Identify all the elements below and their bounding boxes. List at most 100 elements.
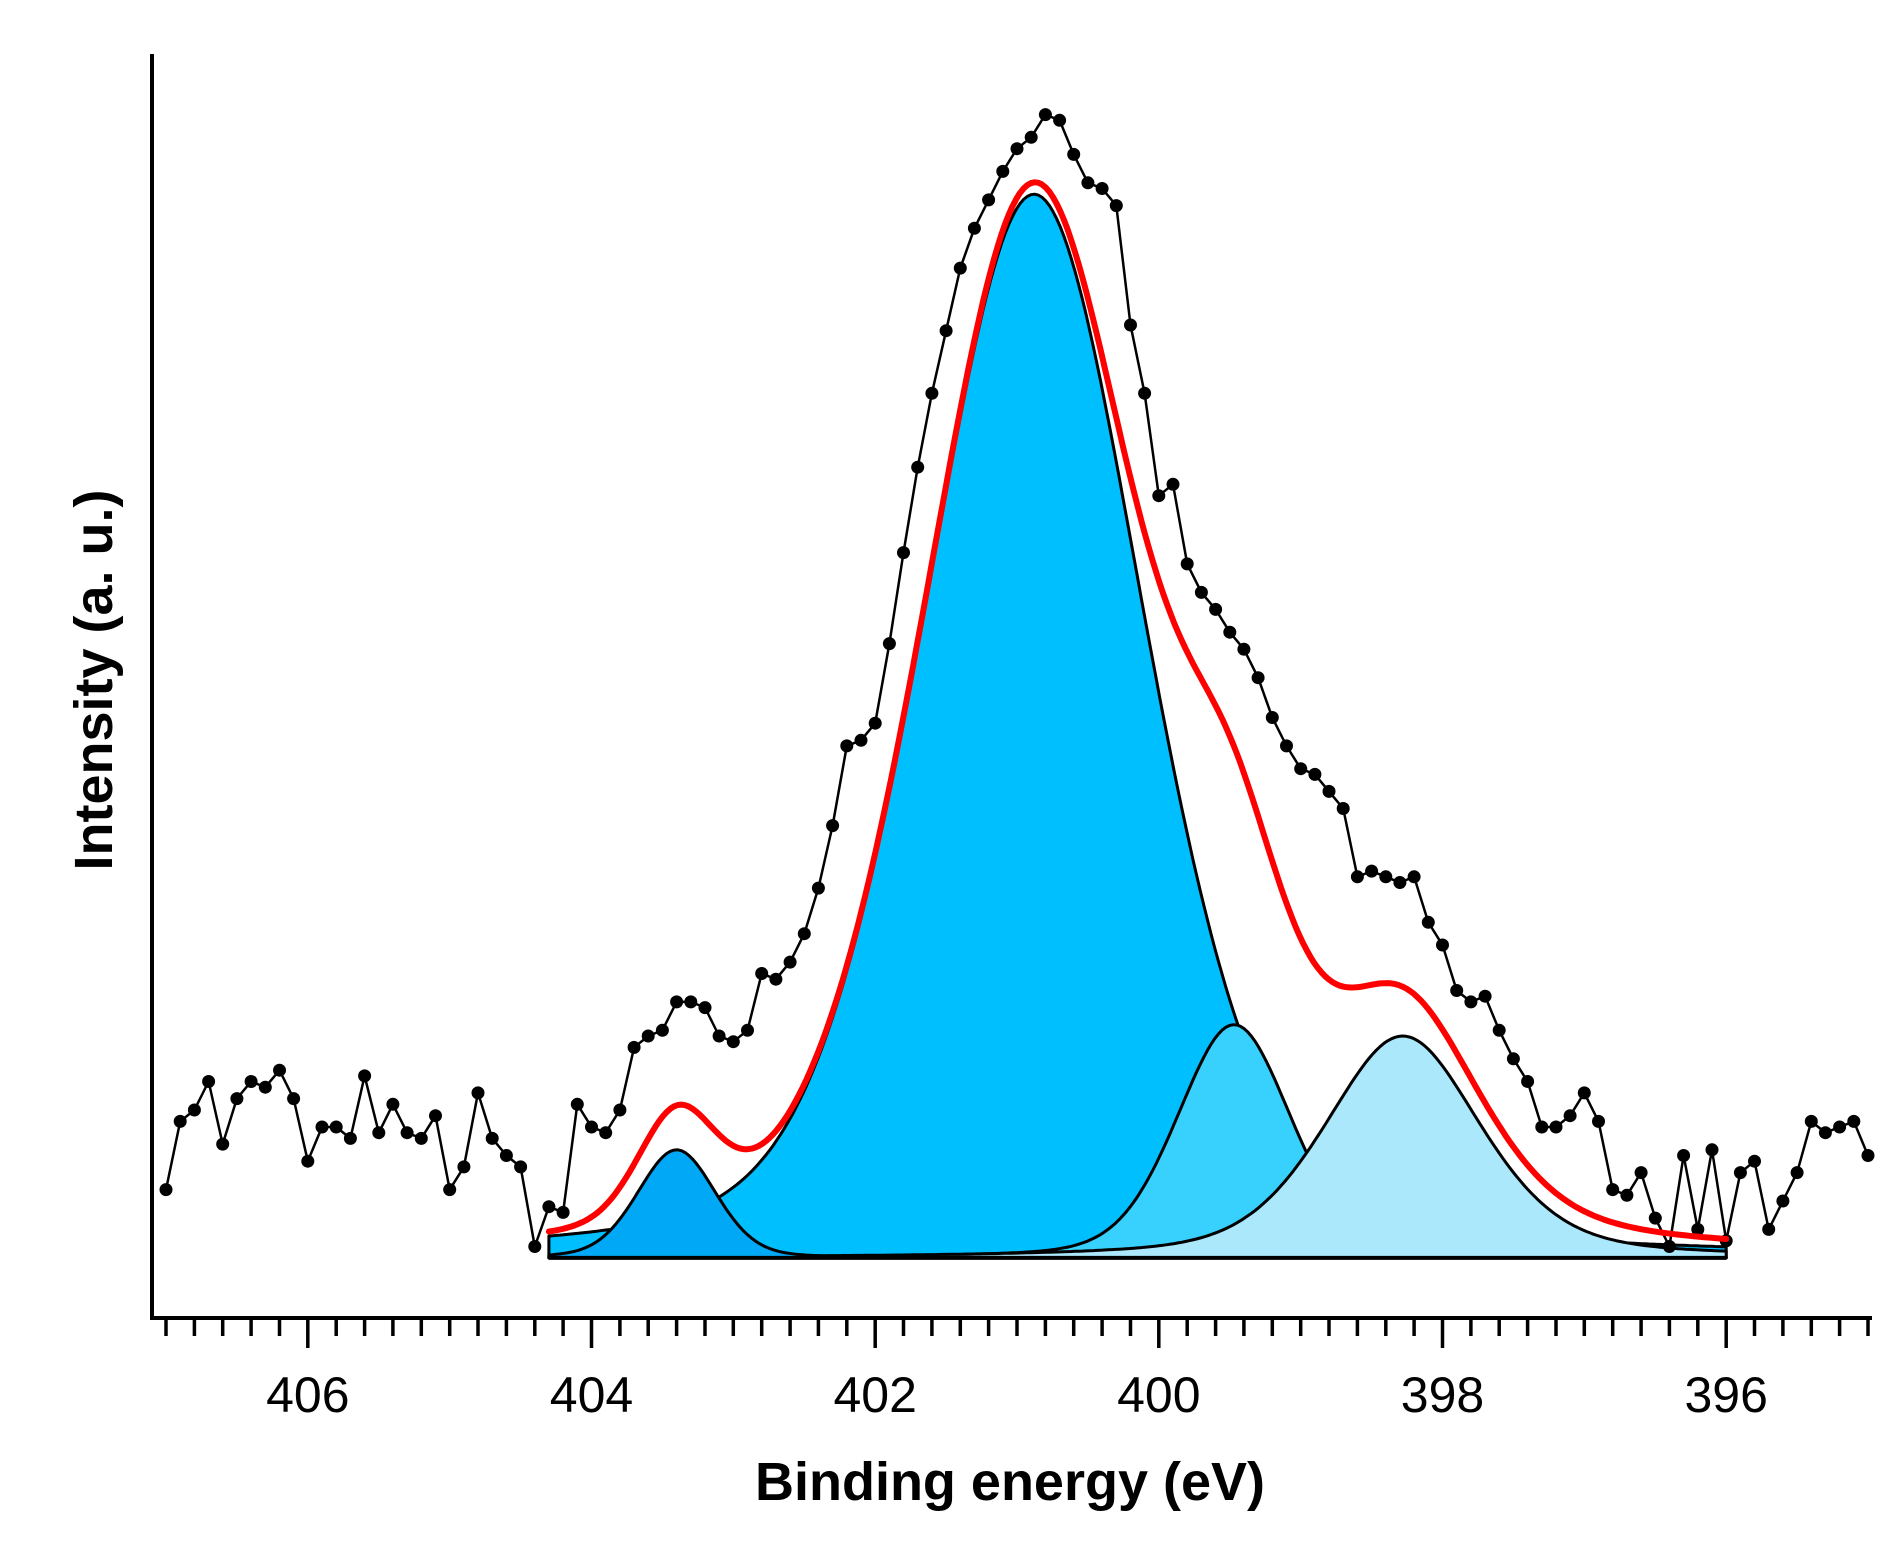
data-point [1733, 1166, 1747, 1180]
data-point [996, 164, 1010, 178]
data-point [854, 733, 868, 747]
data-point [244, 1075, 258, 1088]
data-point [499, 1149, 513, 1162]
data-point [1691, 1222, 1705, 1236]
data-point [301, 1154, 315, 1168]
data-point [216, 1137, 230, 1151]
data-point [982, 193, 996, 207]
data-point [556, 1205, 570, 1219]
data-point [1407, 870, 1421, 884]
envelope-curve [545, 179, 1730, 1242]
data-point [1450, 984, 1464, 997]
data-point [698, 1001, 712, 1015]
data-point [471, 1086, 485, 1100]
data-point [1053, 113, 1067, 127]
data-point [911, 460, 925, 474]
data-point [641, 1029, 655, 1043]
data-point [670, 995, 684, 1009]
data-point [1521, 1075, 1535, 1088]
data-point [1549, 1120, 1563, 1134]
data-point [1847, 1114, 1861, 1128]
x-tick-label: 400 [1117, 1367, 1200, 1423]
data-point [840, 739, 854, 753]
x-axis-title: Binding energy (eV) [755, 1452, 1265, 1512]
data-point [655, 1023, 669, 1037]
data-point [258, 1080, 272, 1094]
data-point [1294, 762, 1308, 776]
data-point [542, 1200, 556, 1214]
data-point [343, 1131, 357, 1145]
data-point [953, 261, 967, 275]
data-point [1592, 1114, 1605, 1128]
data-point [1166, 477, 1180, 491]
data-point [1606, 1183, 1620, 1197]
data-point [811, 881, 825, 895]
data-point [1421, 915, 1435, 929]
data-point [457, 1160, 471, 1174]
data-point [1705, 1143, 1719, 1157]
fit-envelope [545, 179, 1730, 1242]
data-point [1833, 1120, 1847, 1134]
data-point [202, 1075, 216, 1088]
data-point [585, 1120, 598, 1134]
data-point [1776, 1194, 1790, 1208]
data-point [514, 1160, 528, 1174]
data-point [1478, 989, 1492, 1003]
data-point [1322, 784, 1336, 798]
data-point [741, 1023, 754, 1037]
data-point [1464, 995, 1478, 1009]
data-point [726, 1035, 740, 1049]
data-point [443, 1183, 457, 1197]
x-tick-label: 402 [833, 1367, 916, 1423]
data-point [1280, 739, 1293, 753]
data-point [386, 1097, 400, 1111]
data-point [599, 1126, 613, 1140]
data-point [1067, 147, 1081, 161]
data-point [1024, 130, 1038, 144]
data-point [1081, 176, 1095, 190]
x-axis-ticks: 406 404 402 400 398 396 [164, 1318, 1870, 1423]
data-point [485, 1131, 499, 1145]
data-point [173, 1114, 187, 1128]
data-point [1506, 1052, 1520, 1066]
data-point [783, 955, 797, 969]
data-point [1138, 386, 1152, 400]
x-tick-label: 398 [1401, 1367, 1484, 1423]
data-point [429, 1109, 442, 1123]
data-point [1634, 1166, 1648, 1180]
data-point [315, 1120, 329, 1134]
data-point [1379, 870, 1393, 884]
data-point [1790, 1166, 1804, 1180]
data-point [769, 972, 783, 986]
measured-data [159, 108, 1875, 1253]
data-point [1436, 938, 1449, 952]
data-point [1350, 870, 1364, 884]
data-point [1648, 1211, 1662, 1225]
data-point [1124, 318, 1137, 332]
data-point [1365, 864, 1379, 878]
x-tick-label: 404 [550, 1367, 633, 1423]
data-point [159, 1183, 173, 1197]
data-point [925, 386, 939, 400]
data-point [1010, 142, 1024, 156]
data-point [1861, 1149, 1875, 1162]
data-point [1194, 585, 1208, 599]
data-point [329, 1120, 343, 1134]
data-point [1209, 602, 1223, 616]
data-point [1577, 1086, 1591, 1100]
x-tick-label: 406 [266, 1367, 349, 1423]
data-point [528, 1240, 542, 1253]
data-point [1662, 1240, 1676, 1253]
data-point [627, 1040, 641, 1054]
data-point [1818, 1126, 1832, 1140]
data-point [1535, 1120, 1549, 1134]
data-point [1223, 625, 1237, 639]
data-point [1492, 1023, 1506, 1037]
data-point [712, 1029, 726, 1043]
data-point [613, 1103, 627, 1117]
data-point [400, 1126, 414, 1140]
data-point [1109, 199, 1123, 213]
data-point [1563, 1109, 1577, 1123]
data-point [187, 1103, 201, 1117]
data-point [1038, 108, 1052, 122]
